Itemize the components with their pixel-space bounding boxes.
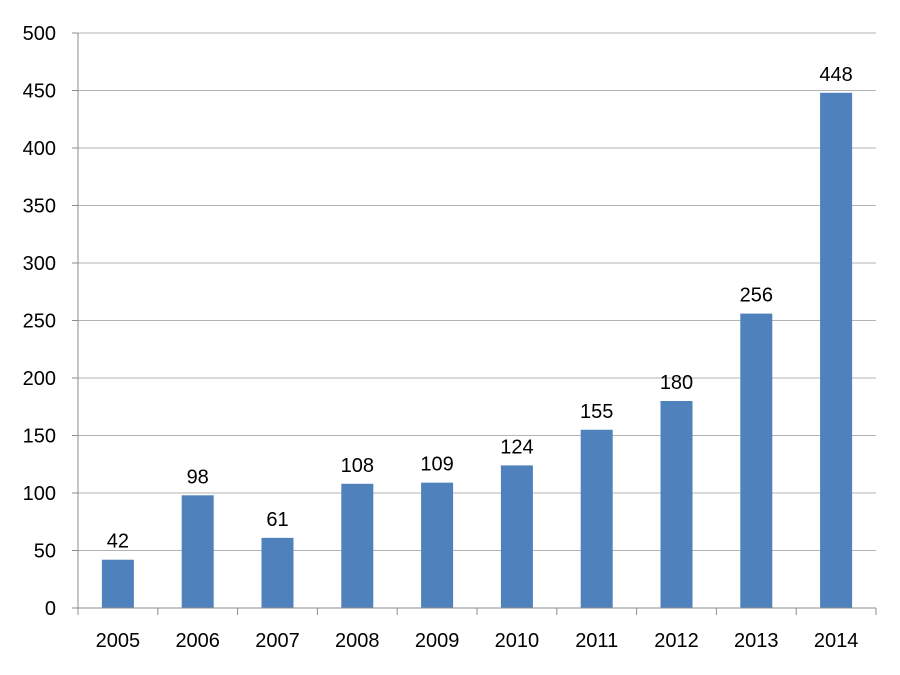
y-tick-label-450: 450 [23,81,56,103]
bar-2014 [820,92,853,609]
y-tick-label-250: 250 [23,311,56,333]
bars [101,92,853,609]
bar-2009 [421,482,454,608]
bar-2010 [500,465,533,608]
data-label-2005: 42 [107,531,129,553]
bar-2011 [580,429,613,608]
axes [72,32,877,615]
data-label-2006: 98 [187,466,209,488]
y-axis-ticks: 0 50 100 150 200 250 300 350 400 450 500 [23,23,56,620]
data-label-2012: 180 [660,372,693,394]
data-label-2013: 256 [740,285,773,307]
y-tick-label-400: 400 [23,138,56,160]
data-label-2008: 108 [341,455,374,477]
x-tick-label-2010: 2010 [495,630,540,652]
y-tick-label-150: 150 [23,426,56,448]
x-tick-label-2008: 2008 [335,630,380,652]
x-tick-label-2014: 2014 [814,630,859,652]
x-axis-ticks: 2005 2006 2007 2008 2009 2010 2011 2012 2013 2014 [96,630,859,652]
data-label-2009: 109 [420,454,453,476]
gridlines [78,32,876,551]
x-tick-label-2005: 2005 [96,630,141,652]
bar-2006 [181,495,214,608]
y-tick-label-50: 50 [34,541,56,563]
data-label-2014: 448 [819,64,852,86]
y-tick-label-350: 350 [23,196,56,218]
data-labels: 42 98 61 108 109 124 155 180 256 448 [107,64,853,553]
data-label-2007: 61 [266,509,288,531]
data-label-2010: 124 [500,436,533,458]
y-tick-label-100: 100 [23,483,56,505]
y-tick-label-300: 300 [23,253,56,275]
y-tick-label-200: 200 [23,368,56,390]
x-tick-label-2006: 2006 [175,630,220,652]
y-tick-label-500: 500 [23,23,56,45]
x-tick-label-2007: 2007 [255,630,300,652]
x-tick-label-2012: 2012 [654,630,699,652]
bar-2008 [341,483,374,608]
x-tick-label-2009: 2009 [415,630,460,652]
data-label-2011: 155 [580,401,613,423]
y-tick-label-0: 0 [45,598,56,620]
bar-2007 [261,537,294,608]
x-tick-label-2011: 2011 [575,630,618,652]
bar-2012 [660,401,693,608]
bar-2005 [101,559,134,608]
bar-2013 [740,313,773,608]
x-tick-label-2013: 2013 [734,630,779,652]
